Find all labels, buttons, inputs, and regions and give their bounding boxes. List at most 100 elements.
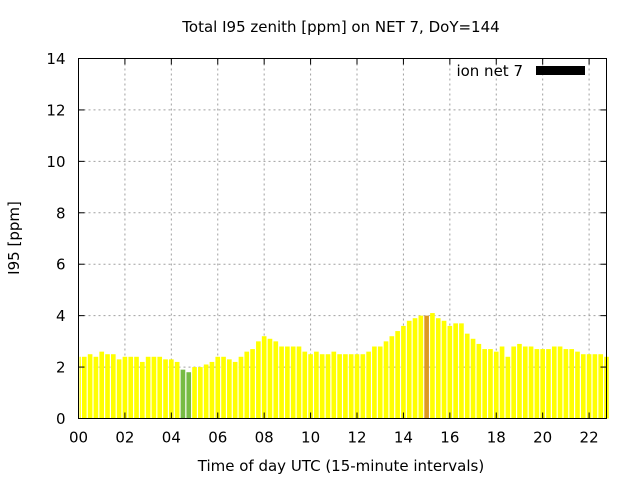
x-tick-label: 18: [487, 429, 506, 447]
bar: [389, 336, 395, 419]
bar: [424, 315, 429, 419]
bar: [406, 320, 412, 419]
bar: [557, 346, 563, 419]
bar: [261, 336, 267, 419]
bar: [145, 356, 151, 419]
bar: [81, 356, 87, 419]
bar: [186, 372, 192, 419]
bar: [250, 349, 255, 419]
bar: [267, 338, 273, 419]
y-tick-label: 12: [46, 101, 65, 119]
bar: [528, 346, 534, 419]
bar: [244, 351, 250, 419]
bar: [540, 349, 545, 419]
bar: [198, 367, 203, 419]
bar: [273, 341, 279, 419]
bar: [418, 315, 424, 419]
x-tick-label: 04: [162, 429, 181, 447]
bar: [157, 356, 163, 419]
chart-title: Total I95 zenith [ppm] on NET 7, DoY=144: [181, 18, 499, 36]
bar: [551, 346, 557, 419]
y-tick-label: 0: [56, 410, 66, 428]
bar: [470, 338, 476, 419]
bar: [93, 356, 99, 419]
bar: [215, 356, 221, 419]
legend-label: ion net 7: [456, 62, 523, 80]
x-tick-label: 06: [208, 429, 227, 447]
y-tick-label: 6: [56, 256, 66, 274]
bar: [598, 354, 604, 419]
bar: [383, 341, 389, 419]
bar: [192, 367, 197, 419]
bar: [586, 354, 592, 419]
x-tick-label: 00: [69, 429, 88, 447]
bar: [569, 349, 575, 419]
bar: [354, 354, 360, 419]
plot-frame: [78, 58, 607, 419]
bar: [459, 323, 464, 419]
bar: [476, 343, 482, 419]
bar: [563, 349, 569, 419]
bar: [580, 354, 586, 419]
bar: [314, 351, 319, 419]
bar: [79, 356, 81, 419]
bar: [209, 361, 215, 419]
x-tick-label: 12: [347, 429, 366, 447]
x-tick-label: 02: [115, 429, 134, 447]
bar: [99, 351, 105, 419]
bar: [227, 359, 232, 419]
bar: [285, 346, 290, 419]
bar: [430, 313, 435, 419]
bar: [366, 351, 371, 419]
x-axis-label: Time of day UTC (15-minute intervals): [197, 457, 484, 475]
bar: [482, 349, 487, 419]
y-tick-label: 14: [46, 50, 65, 68]
bar: [128, 356, 134, 419]
bar: [372, 346, 377, 419]
bar: [140, 361, 145, 419]
bar: [343, 354, 348, 419]
bar: [546, 349, 551, 419]
bar: [453, 323, 458, 419]
bar: [105, 354, 110, 419]
bar: [412, 318, 418, 419]
bar: [401, 325, 406, 419]
bar: [499, 346, 505, 419]
bar: [256, 341, 261, 419]
bar: [447, 325, 453, 419]
bar: [493, 351, 499, 419]
bar: [319, 354, 325, 419]
bar: [308, 354, 313, 419]
bars: [79, 313, 609, 419]
x-tick-label: 10: [301, 429, 320, 447]
y-tick-label: 10: [46, 153, 65, 171]
bar: [575, 351, 580, 419]
bar: [238, 356, 244, 419]
bar: [325, 354, 331, 419]
bar: [505, 356, 511, 419]
bar: [232, 361, 238, 419]
bar: [151, 356, 157, 419]
bar: [441, 320, 447, 419]
bar: [517, 343, 522, 419]
bar: [331, 351, 337, 419]
bar: [302, 351, 308, 419]
y-tick-label: 2: [56, 359, 66, 377]
y-tick-label: 4: [56, 307, 66, 325]
bar: [522, 346, 528, 419]
bar: [180, 369, 186, 419]
bar: [163, 359, 168, 419]
y-tick-label: 8: [56, 204, 66, 222]
bar: [279, 346, 284, 419]
x-tick-label: 22: [580, 429, 599, 447]
x-tick-label: 08: [255, 429, 274, 447]
bar: [122, 356, 128, 419]
bar: [116, 359, 122, 419]
bar: [360, 354, 366, 419]
bar: [110, 354, 116, 419]
bar: [290, 346, 296, 419]
legend: ion net 7: [456, 62, 585, 80]
y-axis-label: I95 [ppm]: [5, 201, 23, 275]
